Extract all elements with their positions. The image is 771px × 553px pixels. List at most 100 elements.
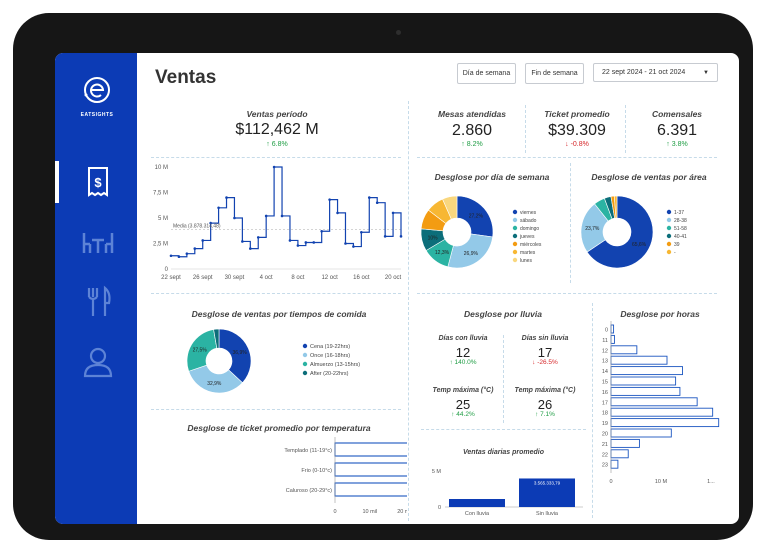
divider xyxy=(151,157,401,158)
legend-swatch xyxy=(302,352,308,358)
legend-swatch xyxy=(666,225,672,231)
donut-slice xyxy=(218,328,252,384)
date-range-picker[interactable]: 22 sept 2024 - 21 oct 2024 ▼ xyxy=(593,63,718,82)
camera-dot xyxy=(396,30,401,35)
y-tick-label: 2,5 M xyxy=(153,242,168,248)
temp-bar xyxy=(334,482,407,497)
receipt-dollar-icon: $ xyxy=(88,167,108,197)
line-point xyxy=(344,242,347,245)
legend-label: sábado xyxy=(520,218,537,224)
chevron-down-icon: ▼ xyxy=(703,69,709,76)
legend-swatch xyxy=(666,209,672,215)
category-label: 15 xyxy=(602,380,608,386)
y-tick-label: 7,5 M xyxy=(153,191,168,197)
hour-bar xyxy=(610,345,638,355)
dias-con-lluvia-value: 12 xyxy=(455,345,471,360)
category-label: 13 xyxy=(602,359,608,365)
legend-swatch xyxy=(512,225,518,231)
comida-donut: 36,9% 32,9% 27,5% Cena (19-22hrs) Once (16-1… xyxy=(187,328,360,394)
line-point xyxy=(367,196,371,199)
category-label: Caluroso (20-29°c) xyxy=(286,488,332,494)
legend-label: 1-37 xyxy=(674,210,684,216)
date-range-text: 22 sept 2024 - 21 oct 2024 xyxy=(602,69,686,76)
screen: EATSIGHTS $ xyxy=(55,53,739,524)
dia-semana-donut: 27,2% 26,9% 12,3% 10% viernes sábado domingo ju… xyxy=(420,195,542,269)
hour-bar xyxy=(610,418,720,428)
sidebar-item-comida[interactable] xyxy=(81,285,115,319)
legend-label: Once (16-18hrs) xyxy=(310,353,350,359)
divider xyxy=(525,105,526,153)
x-tick-label: 30 sept xyxy=(225,275,245,281)
line-point xyxy=(328,198,331,201)
line-point xyxy=(233,216,236,220)
temp-sin-lluvia-value: 26 xyxy=(537,397,553,412)
legend-swatch xyxy=(512,233,518,239)
category-label: 12 xyxy=(602,348,608,354)
sidebar-item-mesas[interactable] xyxy=(81,225,115,259)
line-point xyxy=(296,244,300,247)
category-label: 21 xyxy=(602,442,608,448)
line-point xyxy=(193,247,197,250)
line-point xyxy=(217,206,220,210)
hour-bar xyxy=(610,428,672,438)
legend-swatch xyxy=(512,217,518,223)
dias-sin-lluvia-value: 17 xyxy=(537,345,553,360)
slice-label: 12,3% xyxy=(435,250,450,256)
temp-con-lluvia-value: 25 xyxy=(455,397,471,412)
ventas-line-series xyxy=(171,166,402,258)
hour-bar xyxy=(610,449,629,459)
donut-slice xyxy=(213,328,220,349)
legend-swatch xyxy=(512,209,518,215)
temp-bar xyxy=(334,462,407,477)
legend-swatch xyxy=(666,233,672,239)
weekend-filter-button[interactable]: Fin de semana xyxy=(525,63,584,84)
line-point xyxy=(360,230,363,234)
fork-knife-icon xyxy=(87,285,111,316)
line-point xyxy=(249,247,252,250)
legend-swatch xyxy=(302,361,308,367)
hour-bar xyxy=(610,355,668,365)
slice-label: 10% xyxy=(428,236,439,242)
legend-label: Almuerzo (13-15hrs) xyxy=(310,362,360,368)
brand-logo[interactable]: EATSIGHTS xyxy=(77,75,117,118)
slice-label: 26,9% xyxy=(464,251,479,257)
category-label: 0 xyxy=(605,328,608,334)
legend-swatch xyxy=(302,370,308,376)
ticket-delta: ↓ -0.8% xyxy=(565,141,589,148)
donut-slice xyxy=(456,195,494,238)
slice-label: 32,9% xyxy=(207,381,222,387)
x-tick-label: 4 oct xyxy=(260,275,273,281)
category-label: Con lluvia xyxy=(465,511,490,517)
x-tick-label: 1... xyxy=(707,479,715,485)
ticket-temp-title: Desglose de ticket promedio por temperat… xyxy=(187,423,371,433)
area-title: Desglose de ventas por área xyxy=(591,172,707,182)
x-tick-label: 20 mil xyxy=(397,509,407,515)
x-tick-label: 12 oct xyxy=(321,275,338,281)
sidebar-item-ventas[interactable]: $ xyxy=(55,161,115,203)
legend-label: 40-41 xyxy=(674,234,687,240)
legend-label: viernes xyxy=(520,210,537,216)
line-point xyxy=(383,235,387,238)
line-point xyxy=(352,245,355,248)
legend-swatch xyxy=(666,249,672,255)
temp-sin-lluvia-label: Temp máxima (°C) xyxy=(514,387,576,394)
divider xyxy=(503,335,504,423)
media-label: Media (3.878.314,48) xyxy=(173,223,221,229)
x-tick-label: 20 oct xyxy=(385,275,402,281)
weekday-filter-button[interactable]: Día de semana xyxy=(457,63,516,84)
legend-label: Cena (19-22hrs) xyxy=(310,344,350,350)
sidebar-item-usuarios[interactable] xyxy=(81,345,115,379)
line-point xyxy=(169,254,173,258)
line-point xyxy=(225,196,228,199)
category-label: 19 xyxy=(602,421,608,427)
line-point xyxy=(320,229,323,233)
x-tick-label: 16 oct xyxy=(353,275,370,281)
restaurant-table-icon xyxy=(82,233,114,253)
line-point xyxy=(280,214,284,218)
hour-bar xyxy=(610,386,681,396)
divider xyxy=(417,293,717,294)
x-tick-label: 8 oct xyxy=(291,275,304,281)
hour-bar xyxy=(610,376,677,386)
y-tick-label: 0 xyxy=(165,267,169,273)
horas-bar-chart: 0 11 12 13 14 15 16 17 18 19 20 21 22 23 0 10 M 1... xyxy=(602,321,720,485)
